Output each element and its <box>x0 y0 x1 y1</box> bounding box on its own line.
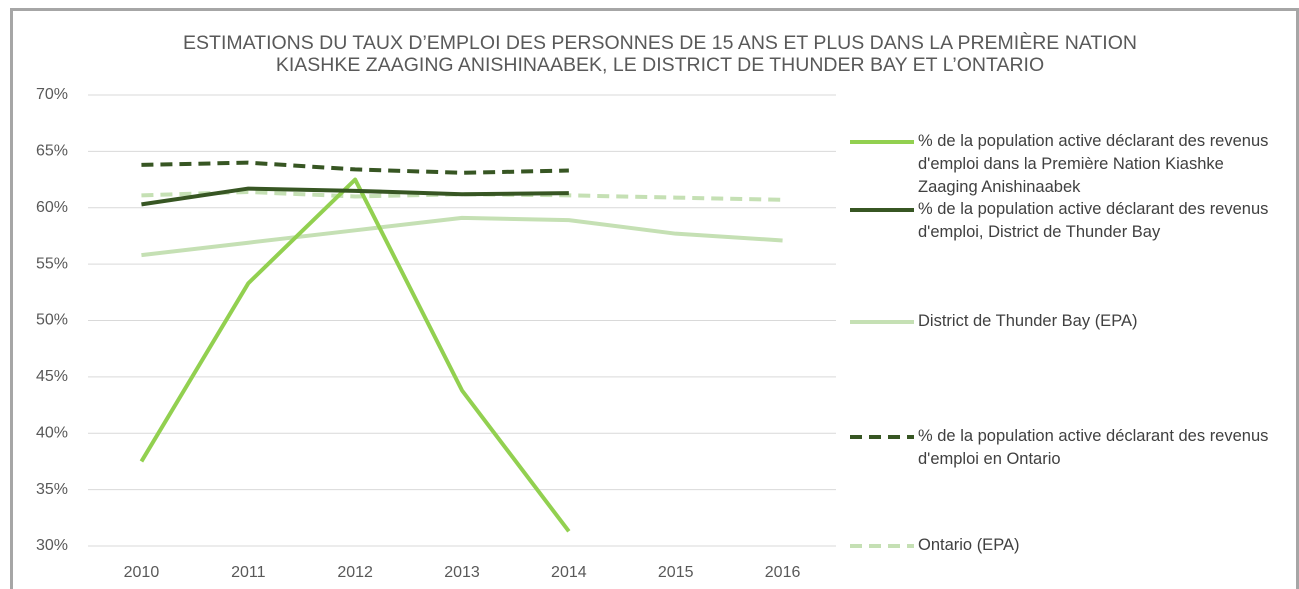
y-tick-label: 40% <box>36 424 68 441</box>
legend-swatch <box>850 208 914 212</box>
x-tick-label: 2016 <box>765 564 801 581</box>
legend-item: % de la population active déclarant des … <box>848 198 1288 244</box>
y-tick-label: 45% <box>36 368 68 385</box>
x-tick-label: 2015 <box>658 564 694 581</box>
legend-item: Ontario (EPA) <box>848 534 1288 558</box>
legend-swatch <box>850 544 914 548</box>
series-line <box>141 189 783 202</box>
y-tick-label: 70% <box>36 86 68 103</box>
series-line <box>139 177 571 533</box>
y-tick-label: 30% <box>36 537 68 554</box>
chart-title: ESTIMATIONS DU TAUX D’EMPLOI DES PERSONN… <box>183 31 1137 54</box>
x-tick-label: 2014 <box>551 564 587 581</box>
legend-label: % de la population active déclarant des … <box>918 200 1269 241</box>
series-line <box>141 160 569 175</box>
legend-label: Ontario (EPA) <box>918 536 1020 554</box>
legend-item: % de la population active déclarant des … <box>848 130 1288 199</box>
y-tick-label: 50% <box>36 312 68 329</box>
y-tick-label: 35% <box>36 481 68 498</box>
y-tick-label: 60% <box>36 199 68 216</box>
x-tick-label: 2010 <box>124 564 160 581</box>
x-tick-label: 2011 <box>231 564 266 581</box>
legend-label: % de la population active déclarant des … <box>918 132 1269 196</box>
legend-swatch <box>850 140 914 144</box>
legend-label: % de la population active déclarant des … <box>918 427 1269 468</box>
legend-item: District de Thunder Bay (EPA) <box>848 310 1288 334</box>
legend-swatch <box>850 320 914 324</box>
x-tick-label: 2013 <box>444 564 480 581</box>
series-line <box>141 186 569 207</box>
y-tick-label: 65% <box>36 143 68 160</box>
y-tick-label: 55% <box>36 255 68 272</box>
frame-border <box>10 8 1299 589</box>
legend-label: District de Thunder Bay (EPA) <box>918 312 1138 330</box>
legend-item: % de la population active déclarant des … <box>848 425 1288 471</box>
chart-title: KIASHKE ZAAGING ANISHINAABEK, LE DISTRIC… <box>276 54 1044 76</box>
series-line <box>141 215 783 258</box>
legend-swatch <box>850 435 914 439</box>
x-tick-label: 2012 <box>337 564 373 581</box>
